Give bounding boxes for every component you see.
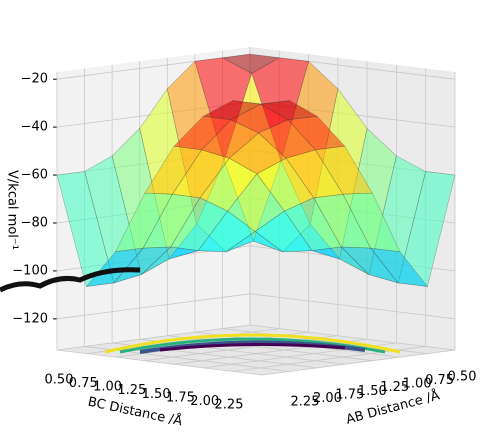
z-tick-label: −120 — [12, 311, 48, 326]
contour — [159, 342, 346, 352]
x-tick-label: 1.00 — [403, 377, 432, 392]
y-tick-label: 0.50 — [45, 373, 74, 388]
z-axis-label: V/kcal mol⁻¹ — [5, 170, 20, 250]
x-tick-label: 1.25 — [380, 380, 409, 395]
floor-contours — [104, 333, 401, 354]
y-tick-label: 1.50 — [142, 387, 171, 402]
y-tick-label: 1.25 — [117, 383, 146, 398]
y-tick-label: 2.00 — [190, 394, 219, 409]
x-tick-label: 0.75 — [425, 373, 454, 388]
z-tick-label: −80 — [21, 215, 48, 230]
x-tick-label: 1.75 — [335, 387, 364, 402]
grid-line — [232, 68, 427, 372]
x-tick-label: 1.50 — [358, 384, 387, 399]
y-tick-label: 1.75 — [166, 390, 195, 405]
surface-patch — [232, 100, 290, 105]
z-tick-label: −40 — [21, 120, 48, 135]
x-tick-label: 0.50 — [448, 370, 477, 385]
y-tick-label: 0.75 — [69, 376, 98, 391]
grid-line — [261, 72, 456, 376]
x-tick-label: 2.00 — [313, 391, 342, 406]
z-tick-label: −100 — [12, 263, 48, 278]
surface — [56, 53, 456, 287]
z-tick-label: −20 — [21, 72, 48, 87]
trajectory — [0, 267, 141, 293]
y-tick-label: 1.00 — [93, 380, 122, 395]
x-tick-label: 2.25 — [291, 395, 320, 410]
z-tick-label: −60 — [21, 168, 48, 183]
y-tick-label: 2.25 — [215, 398, 244, 413]
contour — [104, 333, 401, 354]
